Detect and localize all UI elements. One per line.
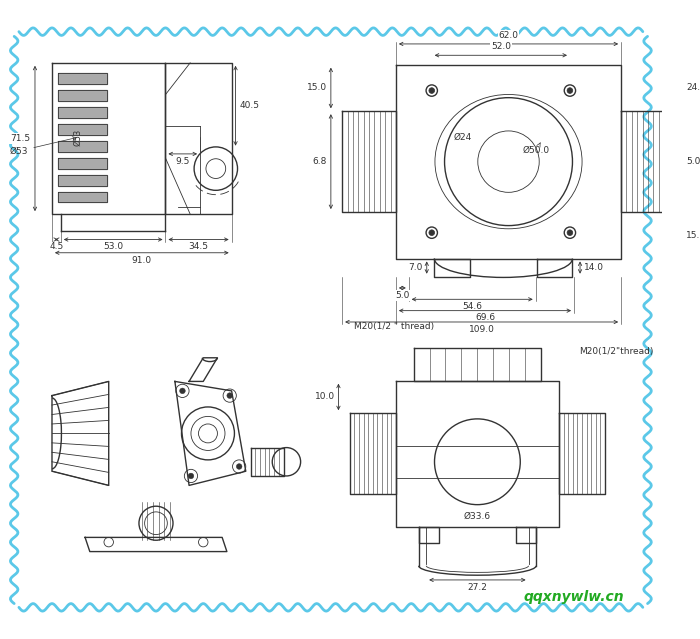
- Text: 10.0: 10.0: [314, 392, 335, 401]
- Text: 54.6: 54.6: [462, 302, 482, 311]
- Polygon shape: [58, 124, 107, 135]
- Text: 9.5: 9.5: [176, 157, 190, 166]
- Text: Ø53: Ø53: [10, 137, 76, 155]
- Text: 69.6: 69.6: [475, 314, 495, 323]
- Text: 15.0: 15.0: [307, 84, 327, 93]
- Polygon shape: [58, 141, 107, 151]
- Circle shape: [237, 464, 242, 469]
- Text: 109.0: 109.0: [469, 325, 495, 334]
- Polygon shape: [58, 73, 107, 84]
- Circle shape: [227, 393, 232, 399]
- Text: 91.0: 91.0: [132, 256, 152, 265]
- Polygon shape: [58, 175, 107, 185]
- Circle shape: [567, 88, 573, 93]
- Circle shape: [429, 230, 435, 236]
- Text: M20(1/2 " thread): M20(1/2 " thread): [354, 322, 435, 331]
- Text: 5.0: 5.0: [395, 291, 409, 300]
- Text: 62.0: 62.0: [498, 31, 519, 40]
- Polygon shape: [58, 107, 107, 118]
- Text: Ø24: Ø24: [454, 132, 472, 142]
- Text: 40.5: 40.5: [239, 101, 259, 110]
- Polygon shape: [58, 192, 107, 203]
- Polygon shape: [58, 158, 107, 169]
- Circle shape: [188, 473, 194, 479]
- Text: Ø53: Ø53: [74, 128, 82, 146]
- Text: 7.0: 7.0: [409, 263, 423, 272]
- Text: Ø50.0: Ø50.0: [523, 143, 550, 155]
- Text: 34.5: 34.5: [188, 242, 209, 251]
- Text: 6.8: 6.8: [313, 157, 327, 166]
- Text: 53.0: 53.0: [103, 242, 123, 251]
- Text: 15.0: 15.0: [686, 231, 700, 240]
- Text: 27.2: 27.2: [468, 583, 487, 592]
- Text: 52.0: 52.0: [491, 43, 511, 52]
- Text: M20(1/2"thread): M20(1/2"thread): [580, 348, 654, 357]
- Text: qqxnywlw.cn: qqxnywlw.cn: [524, 590, 624, 604]
- Circle shape: [567, 230, 573, 236]
- Text: Ø33.6: Ø33.6: [464, 512, 491, 521]
- Text: 4.5: 4.5: [49, 242, 64, 251]
- Polygon shape: [58, 90, 107, 101]
- Text: 14.0: 14.0: [584, 263, 604, 272]
- Text: 24.0: 24.0: [686, 84, 700, 93]
- Circle shape: [180, 388, 186, 394]
- Text: 5.0: 5.0: [686, 157, 700, 166]
- Text: 71.5: 71.5: [10, 134, 30, 143]
- Circle shape: [429, 88, 435, 93]
